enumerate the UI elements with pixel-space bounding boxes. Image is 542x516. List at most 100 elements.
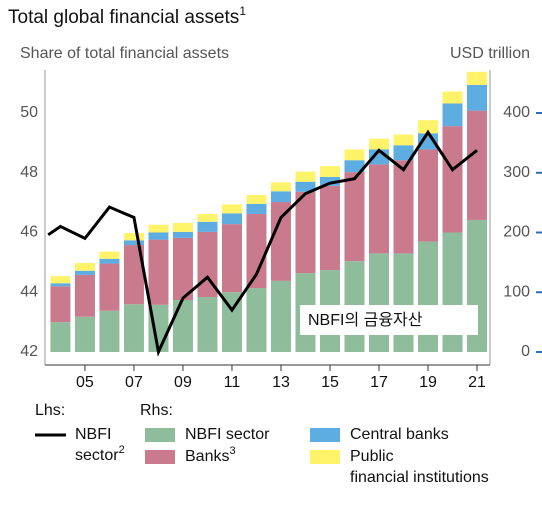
bar-segment (172, 300, 193, 352)
bar-segment (221, 213, 242, 225)
bar-segment (74, 270, 95, 275)
x-tick-label: 07 (125, 374, 143, 391)
bar-segment (393, 160, 414, 254)
legend-label: Public (350, 448, 394, 465)
bar-segment (442, 126, 463, 233)
bar-segment (368, 253, 389, 352)
bar-segment (172, 222, 193, 232)
x-tick-label: 15 (321, 374, 339, 391)
bar-segment (197, 297, 218, 352)
lhs-label: Lhs: (35, 402, 65, 419)
bar-segment (270, 182, 291, 192)
y-tick-label: 48 (20, 164, 38, 181)
bar-segment (393, 145, 414, 161)
legend-label-part: Central banks (350, 426, 449, 443)
legend-label: financial institutions (350, 469, 489, 486)
bar-segment (270, 202, 291, 281)
bar-segment (442, 103, 463, 127)
bar-segment (467, 84, 488, 111)
bar-segment (50, 322, 71, 352)
bar-segment (270, 280, 291, 352)
bar-segment (319, 176, 340, 186)
legend-label-part: sector (75, 447, 119, 464)
chart-title: Total global financial assets1 (8, 4, 246, 28)
legend-swatch (310, 450, 340, 464)
bar-segment (74, 274, 95, 317)
legend-note: 3 (229, 445, 235, 457)
y-tick-label: 42 (20, 343, 38, 360)
legend-label-part: NBFI sector (185, 426, 270, 443)
bar-segment (148, 224, 169, 233)
legend-label-part: Public (350, 448, 394, 465)
bar-segment (123, 233, 144, 241)
bar-segment (246, 213, 267, 289)
bar-segment (221, 292, 242, 352)
y2-tick-label: 100 (503, 283, 530, 300)
bar-segment (344, 160, 365, 173)
bar-segment (295, 181, 316, 192)
x-tick-label: 17 (370, 374, 388, 391)
bar-segment (442, 91, 463, 104)
legend-swatch (145, 428, 175, 442)
legend-label: sector2 (75, 444, 125, 464)
bar-segment (197, 213, 218, 222)
bar-segment (344, 149, 365, 161)
bar-segment (368, 138, 389, 150)
bar-segment (418, 241, 439, 352)
annotation: NBFI의 금융자산 (308, 311, 423, 329)
bar-segment (295, 191, 316, 274)
bar-segment (467, 71, 488, 85)
y2-tick-label: 0 (521, 343, 530, 360)
legend-label: NBFI (75, 426, 111, 443)
bar-segment (123, 304, 144, 352)
bar-segment (74, 316, 95, 352)
legend-label: Central banks (350, 426, 449, 443)
x-tick-label: 11 (224, 374, 241, 391)
bar-segment (99, 310, 120, 352)
rhs-label: Rhs: (140, 402, 173, 419)
x-tick-label: 09 (174, 374, 192, 391)
bar-segment (319, 166, 340, 177)
y-tick-label: 50 (20, 104, 38, 121)
x-tick-label: 13 (272, 374, 290, 391)
bar-segment (368, 164, 389, 254)
x-tick-label: 21 (468, 374, 486, 391)
bar-segment (246, 288, 267, 352)
legend-swatch (145, 450, 175, 464)
bar-segment (295, 171, 316, 182)
legend-label: Banks3 (185, 445, 236, 465)
bar-segment (418, 120, 439, 134)
bar-segment (221, 204, 242, 214)
bar-segment (393, 134, 414, 146)
bar-segment (50, 286, 71, 323)
bar-segment (148, 232, 169, 240)
bar-segment (344, 172, 365, 262)
bar-segment (319, 185, 340, 271)
bar-segment (221, 224, 242, 293)
line (47, 129, 478, 357)
subtitle-left: Share of total financial assets (20, 45, 229, 62)
bar-segment (99, 263, 120, 311)
bar-segment (393, 253, 414, 352)
legend-note: 2 (119, 444, 125, 456)
bar-segment (99, 258, 120, 264)
bar-segment (148, 239, 169, 305)
bar-segment (50, 283, 71, 287)
x-tick-label: 19 (419, 374, 437, 391)
y2-tick-label: 400 (503, 104, 530, 121)
legend-label-part: NBFI (75, 426, 111, 443)
y-tick-label: 46 (20, 224, 38, 241)
subtitle-right: USD trillion (450, 45, 530, 62)
legend-swatch (310, 428, 340, 442)
x-tick-label: 05 (76, 374, 94, 391)
y2-tick-label: 300 (503, 164, 530, 181)
bar-segment (50, 276, 71, 284)
bar-segment (123, 245, 144, 305)
bar-segment (246, 194, 267, 204)
legend-label-part: Banks (185, 448, 229, 465)
bar-segment (123, 240, 144, 246)
bar-segment (172, 237, 193, 301)
y-tick-label: 44 (20, 283, 38, 300)
legend-label-part: financial institutions (350, 469, 489, 486)
